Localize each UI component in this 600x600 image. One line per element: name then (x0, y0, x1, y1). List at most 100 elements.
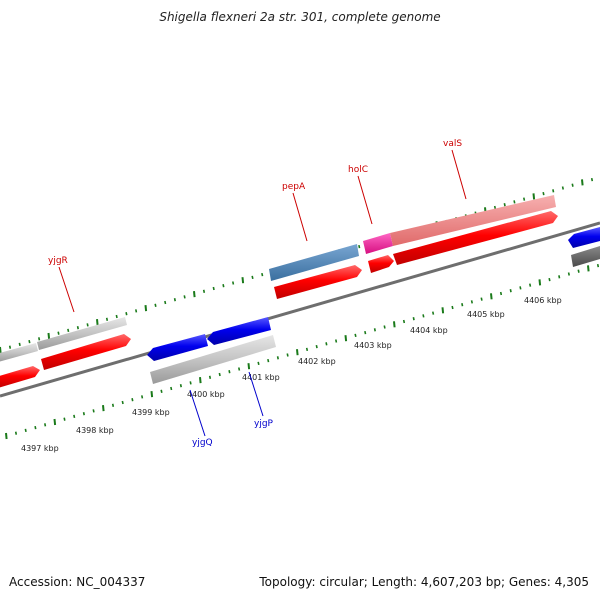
page-title: Shigella flexneri 2a str. 301, complete … (159, 10, 441, 24)
scale-tick (241, 277, 245, 284)
scale-tick (8, 345, 12, 349)
tick-label: 4397 kbp (21, 444, 59, 453)
scale-tick (76, 326, 79, 330)
tick-label: 4401 kbp (242, 373, 280, 382)
leader-line (357, 175, 373, 225)
feature-track-reverse (147, 227, 600, 384)
tick-label: 4402 kbp (298, 357, 336, 366)
scale-tick (577, 269, 580, 273)
scale-tick (538, 279, 542, 286)
scale-tick (34, 425, 37, 430)
leader-line (451, 149, 467, 200)
scale-tick (315, 344, 318, 349)
gene-label-valS[interactable]: valS (443, 139, 462, 149)
tick-label: 4404 kbp (410, 326, 448, 335)
scale-tick (183, 295, 186, 299)
gene-feature-steelblue[interactable] (269, 244, 359, 281)
scale-tick (164, 300, 167, 305)
leader-line (248, 371, 264, 417)
scale-tick (509, 289, 512, 293)
leader-line (189, 389, 206, 437)
scale-tick (111, 403, 115, 407)
cds-arrow-forward[interactable] (0, 366, 40, 388)
scale-tick (493, 205, 497, 210)
gene-feature-grey[interactable] (150, 335, 276, 384)
scale-tick (170, 386, 173, 391)
scale-tick (532, 193, 536, 200)
scale-tick (63, 417, 66, 421)
scale-tick (53, 418, 57, 426)
gene-label-pepA[interactable]: pepA (282, 182, 306, 192)
scale-tick (558, 275, 561, 279)
scale-tick (199, 377, 202, 384)
scale-tick (529, 283, 532, 287)
scale-tick (503, 203, 506, 207)
scale-tick (179, 384, 182, 388)
scale-tick (552, 189, 555, 193)
scale-tick (57, 331, 60, 335)
scale-tick (173, 298, 176, 302)
scale-tick (325, 342, 328, 346)
scale-tick (247, 363, 251, 370)
scale-tick (335, 339, 338, 343)
scale-tick (286, 353, 289, 357)
feature-track-upper (0, 195, 600, 362)
scale-tick (202, 289, 206, 293)
cds-arrow-forward[interactable] (368, 255, 394, 273)
scale-tick (212, 286, 215, 291)
scale-tick (125, 312, 128, 316)
scale-tick (561, 186, 564, 190)
scale-tick (73, 414, 76, 419)
gene-feature-pink[interactable] (363, 233, 393, 254)
scale-tick (571, 183, 574, 187)
scale-tick (38, 337, 41, 341)
scale-tick (470, 300, 473, 304)
gene-label-holC[interactable]: holC (348, 165, 368, 175)
gene-feature-grey[interactable] (0, 343, 38, 362)
cds-arrow-forward[interactable] (393, 211, 558, 265)
scale-tick (67, 328, 70, 333)
cds-arrow-reverse[interactable] (568, 227, 600, 248)
cds-arrow-reverse[interactable] (207, 317, 271, 345)
tick-label: 4398 kbp (76, 426, 114, 435)
gene-feature-salmon[interactable] (390, 195, 556, 246)
scale-tick (383, 325, 386, 329)
scale-tick (305, 347, 309, 352)
scale-tick (141, 395, 144, 399)
scale-tick (480, 297, 483, 301)
scale-tick (344, 335, 348, 342)
scale-tick (354, 333, 357, 338)
genome-summary-text: Topology: circular; Length: 4,607,203 bp… (259, 575, 589, 589)
scale-tick (581, 179, 584, 186)
scale-tick (0, 346, 2, 354)
scale-tick (402, 319, 406, 324)
tick-label: 4400 kbp (187, 390, 225, 399)
scale-tick (519, 286, 522, 290)
cds-arrow-reverse[interactable] (147, 334, 208, 361)
scale-tick (160, 389, 163, 393)
scale-tick (135, 309, 138, 313)
gene-label-yjgP[interactable]: yjgP (254, 419, 274, 429)
gene-labels: yjgR pepA holC valS yjgQ yjgP (48, 139, 467, 448)
scale-tick (92, 409, 95, 413)
scale-tick (131, 398, 134, 402)
scale-tick (44, 423, 47, 427)
gene-label-yjgQ[interactable]: yjgQ (192, 438, 213, 448)
cds-arrow-forward[interactable] (41, 334, 131, 370)
scale-tick (261, 272, 264, 277)
scale-tick (115, 314, 118, 319)
scale-tick (548, 277, 551, 282)
cds-arrow-forward[interactable] (274, 265, 362, 299)
scale-tick (232, 281, 235, 285)
tick-label: 4403 kbp (354, 341, 392, 350)
scale-tick (358, 244, 361, 249)
scale-tick (121, 400, 124, 405)
gene-label-yjgR[interactable]: yjgR (48, 256, 68, 266)
leader-line (58, 266, 75, 313)
scale-tick (432, 311, 435, 315)
scale-tick (523, 197, 526, 201)
gene-feature-grey[interactable] (37, 317, 127, 350)
accession-text: Accession: NC_004337 (9, 575, 146, 589)
gene-feature-dark[interactable] (571, 246, 600, 267)
